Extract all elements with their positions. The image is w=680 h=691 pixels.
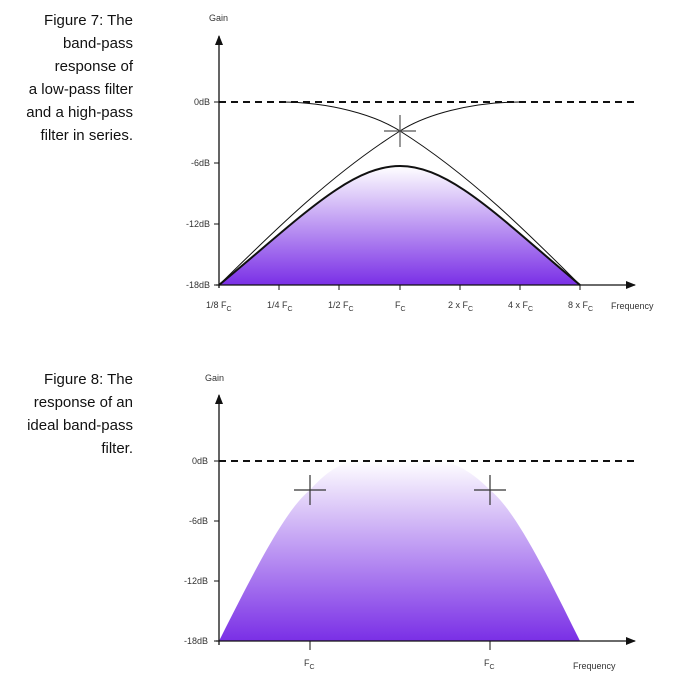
figure7-x-axis-label: Frequency <box>611 301 654 311</box>
figure7-x-tick-label: 1/4 FC <box>267 300 293 313</box>
figure7-y-ticks <box>214 101 219 286</box>
figure7-caption-line: filter in series. <box>40 127 133 144</box>
figure7-y-tick-label: 0dB <box>194 97 210 107</box>
figure7-x-tick-label: 2 x FC <box>448 300 473 313</box>
figure7-caption-line: a low-pass filter <box>28 81 133 98</box>
figure8-x-tick-label: FC <box>484 658 495 671</box>
figure8-y-tick-label: -12dB <box>184 576 208 586</box>
figure8-caption-line: Figure 8: The <box>44 371 133 388</box>
figure7-caption-line: Figure 7: The <box>44 12 133 29</box>
figure7-bandpass-curve <box>218 164 581 286</box>
figure8-diagram: Gain Frequency 0dB -6dB -12dB -18dB FC F… <box>184 373 637 671</box>
figure8-x-axis-label: Frequency <box>573 661 616 671</box>
figure7-x-ticks <box>278 285 581 290</box>
figure7-highpass-curve <box>218 101 521 286</box>
figure7-x-tick-label: 1/2 FC <box>328 300 354 313</box>
figure7-caption: Figure 7: The band-pass response of a lo… <box>26 9 133 147</box>
figure7-x-tick-label: 8 x FC <box>568 300 593 313</box>
figure8-x-ticks <box>309 641 491 650</box>
figure7-y-tick-label: -12dB <box>186 219 210 229</box>
figure8-lower-cutoff-crosshair <box>294 475 326 505</box>
figure8-caption-line: ideal band-pass <box>27 417 133 434</box>
figure8-caption: Figure 8: The response of an ideal band-… <box>27 368 133 460</box>
figure7-x-tick-label: FC <box>395 300 406 313</box>
figure7-x-tick-label: 1/8 FC <box>206 300 232 313</box>
figure7-y-tick-label: -6dB <box>191 158 210 168</box>
figure7-lowpass-curve <box>279 101 581 286</box>
figure7-bandpass-fill <box>219 166 580 285</box>
figure7-caption-line: band-pass <box>62 35 133 52</box>
figure8-upper-cutoff-crosshair <box>474 475 506 505</box>
figure8-y-tick-label: -6dB <box>189 516 208 526</box>
figure8-bandpass-fill <box>219 460 580 641</box>
figure8-caption-line: filter. <box>101 440 133 457</box>
figure7-y-axis-label: Gain <box>209 13 228 23</box>
figure7-diagram: Gain Frequency 0dB -6dB -12dB -18dB 1/8 … <box>186 13 654 313</box>
figure8-y-ticks <box>214 460 219 642</box>
figure7-y-tick-label: -18dB <box>186 280 210 290</box>
figure7-x-tick-label: 4 x FC <box>508 300 533 313</box>
figure7-caption-line: and a high-pass <box>26 104 133 121</box>
figure8-caption-line: response of an <box>33 394 133 411</box>
figure7-cutoff-crosshair <box>384 115 416 147</box>
figure8-y-tick-label: -18dB <box>184 636 208 646</box>
figure8-y-tick-label: 0dB <box>192 456 208 466</box>
figure8-x-tick-label: FC <box>304 658 315 671</box>
figure7-caption-line: response of <box>54 58 133 75</box>
figure8-y-axis-label: Gain <box>205 373 224 383</box>
